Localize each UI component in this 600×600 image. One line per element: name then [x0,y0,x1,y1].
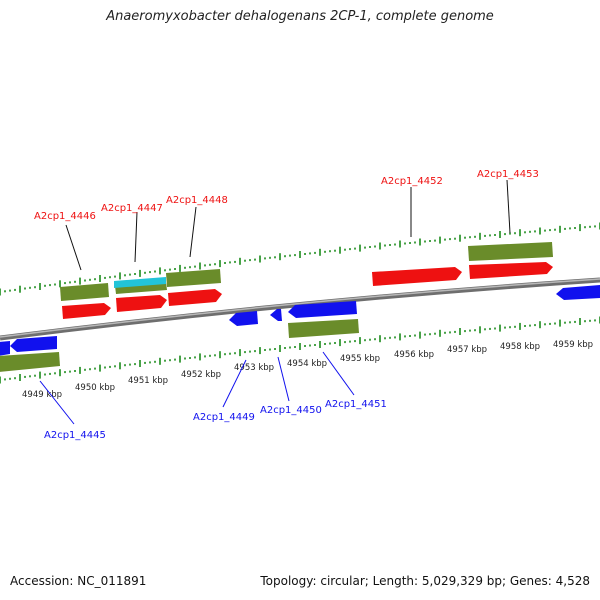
accession-text: Accession: NC_011891 [10,574,147,588]
callout-lines [39,179,511,425]
scale-label: 4951 kbp [128,376,168,386]
forward-gene-arrow[interactable] [469,262,553,279]
cds-block[interactable] [0,352,60,372]
gene-label[interactable]: A2cp1_4445 [44,430,106,441]
gene-label[interactable]: A2cp1_4446 [34,211,96,222]
reverse-gene-arrow[interactable] [288,301,357,318]
genome-summary-text: Topology: circular; Length: 5,029,329 bp… [260,574,590,588]
genome-backbone-highlight [0,278,600,338]
rna-block[interactable] [114,277,166,288]
cds-block[interactable] [288,319,359,338]
scale-label: 4953 kbp [234,363,274,373]
forward-gene-arrow[interactable] [62,303,111,319]
scale-label: 4959 kbp [553,340,593,350]
gene-label[interactable]: A2cp1_4447 [101,203,163,214]
scale-label: 4957 kbp [447,345,487,355]
reverse-gene-arrow[interactable] [556,285,600,300]
forward-gene-arrow[interactable] [116,295,167,312]
gene-label[interactable]: A2cp1_4450 [260,405,322,416]
reverse-gene-track [0,285,600,356]
gene-label[interactable]: A2cp1_4453 [477,169,539,180]
forward-cds-track [60,242,553,301]
reverse-gene-arrow[interactable] [270,309,282,321]
scale-label: 4949 kbp [22,390,62,400]
cds-block[interactable] [166,269,221,287]
reverse-gene-arrow[interactable] [10,336,57,352]
reverse-scale-ticks [0,316,600,384]
genome-title: Anaeromyxobacter dehalogenans 2CP-1, com… [106,9,494,24]
scale-label: 4956 kbp [394,350,434,360]
scale-label: 4950 kbp [75,383,115,393]
genome-backbone [0,277,600,341]
callout-line [322,351,355,396]
callout-line [222,359,247,408]
scale-labels: 4949 kbp 4950 kbp 4951 kbp 4952 kbp 4953… [22,340,593,400]
reverse-gene-arrow[interactable] [229,311,258,326]
scale-label: 4955 kbp [340,354,380,364]
forward-scale-ticks [0,222,600,296]
gene-label[interactable]: A2cp1_4452 [381,176,443,187]
forward-gene-labels: A2cp1_4446 A2cp1_4447 A2cp1_4448 A2cp1_4… [34,169,539,222]
forward-gene-arrow[interactable] [168,289,222,306]
reverse-gene-arrow[interactable] [0,341,10,356]
cds-block[interactable] [60,283,109,301]
callout-line [277,356,290,402]
gene-label[interactable]: A2cp1_4451 [325,399,387,410]
gene-label[interactable]: A2cp1_4448 [166,195,228,206]
scale-label: 4952 kbp [181,370,221,380]
gene-label[interactable]: A2cp1_4449 [193,412,255,423]
callout-line [134,211,138,263]
forward-gene-track [62,262,553,319]
cds-block[interactable] [468,242,553,261]
callout-line [189,206,197,258]
callout-line [506,179,511,234]
callout-line [65,224,82,271]
scale-label: 4954 kbp [287,359,327,369]
reverse-cds-track [0,319,359,372]
scale-label: 4958 kbp [500,342,540,352]
reverse-gene-labels: A2cp1_4445 A2cp1_4449 A2cp1_4450 A2cp1_4… [44,399,387,441]
forward-gene-arrow[interactable] [372,267,462,286]
callout-line [39,380,75,425]
